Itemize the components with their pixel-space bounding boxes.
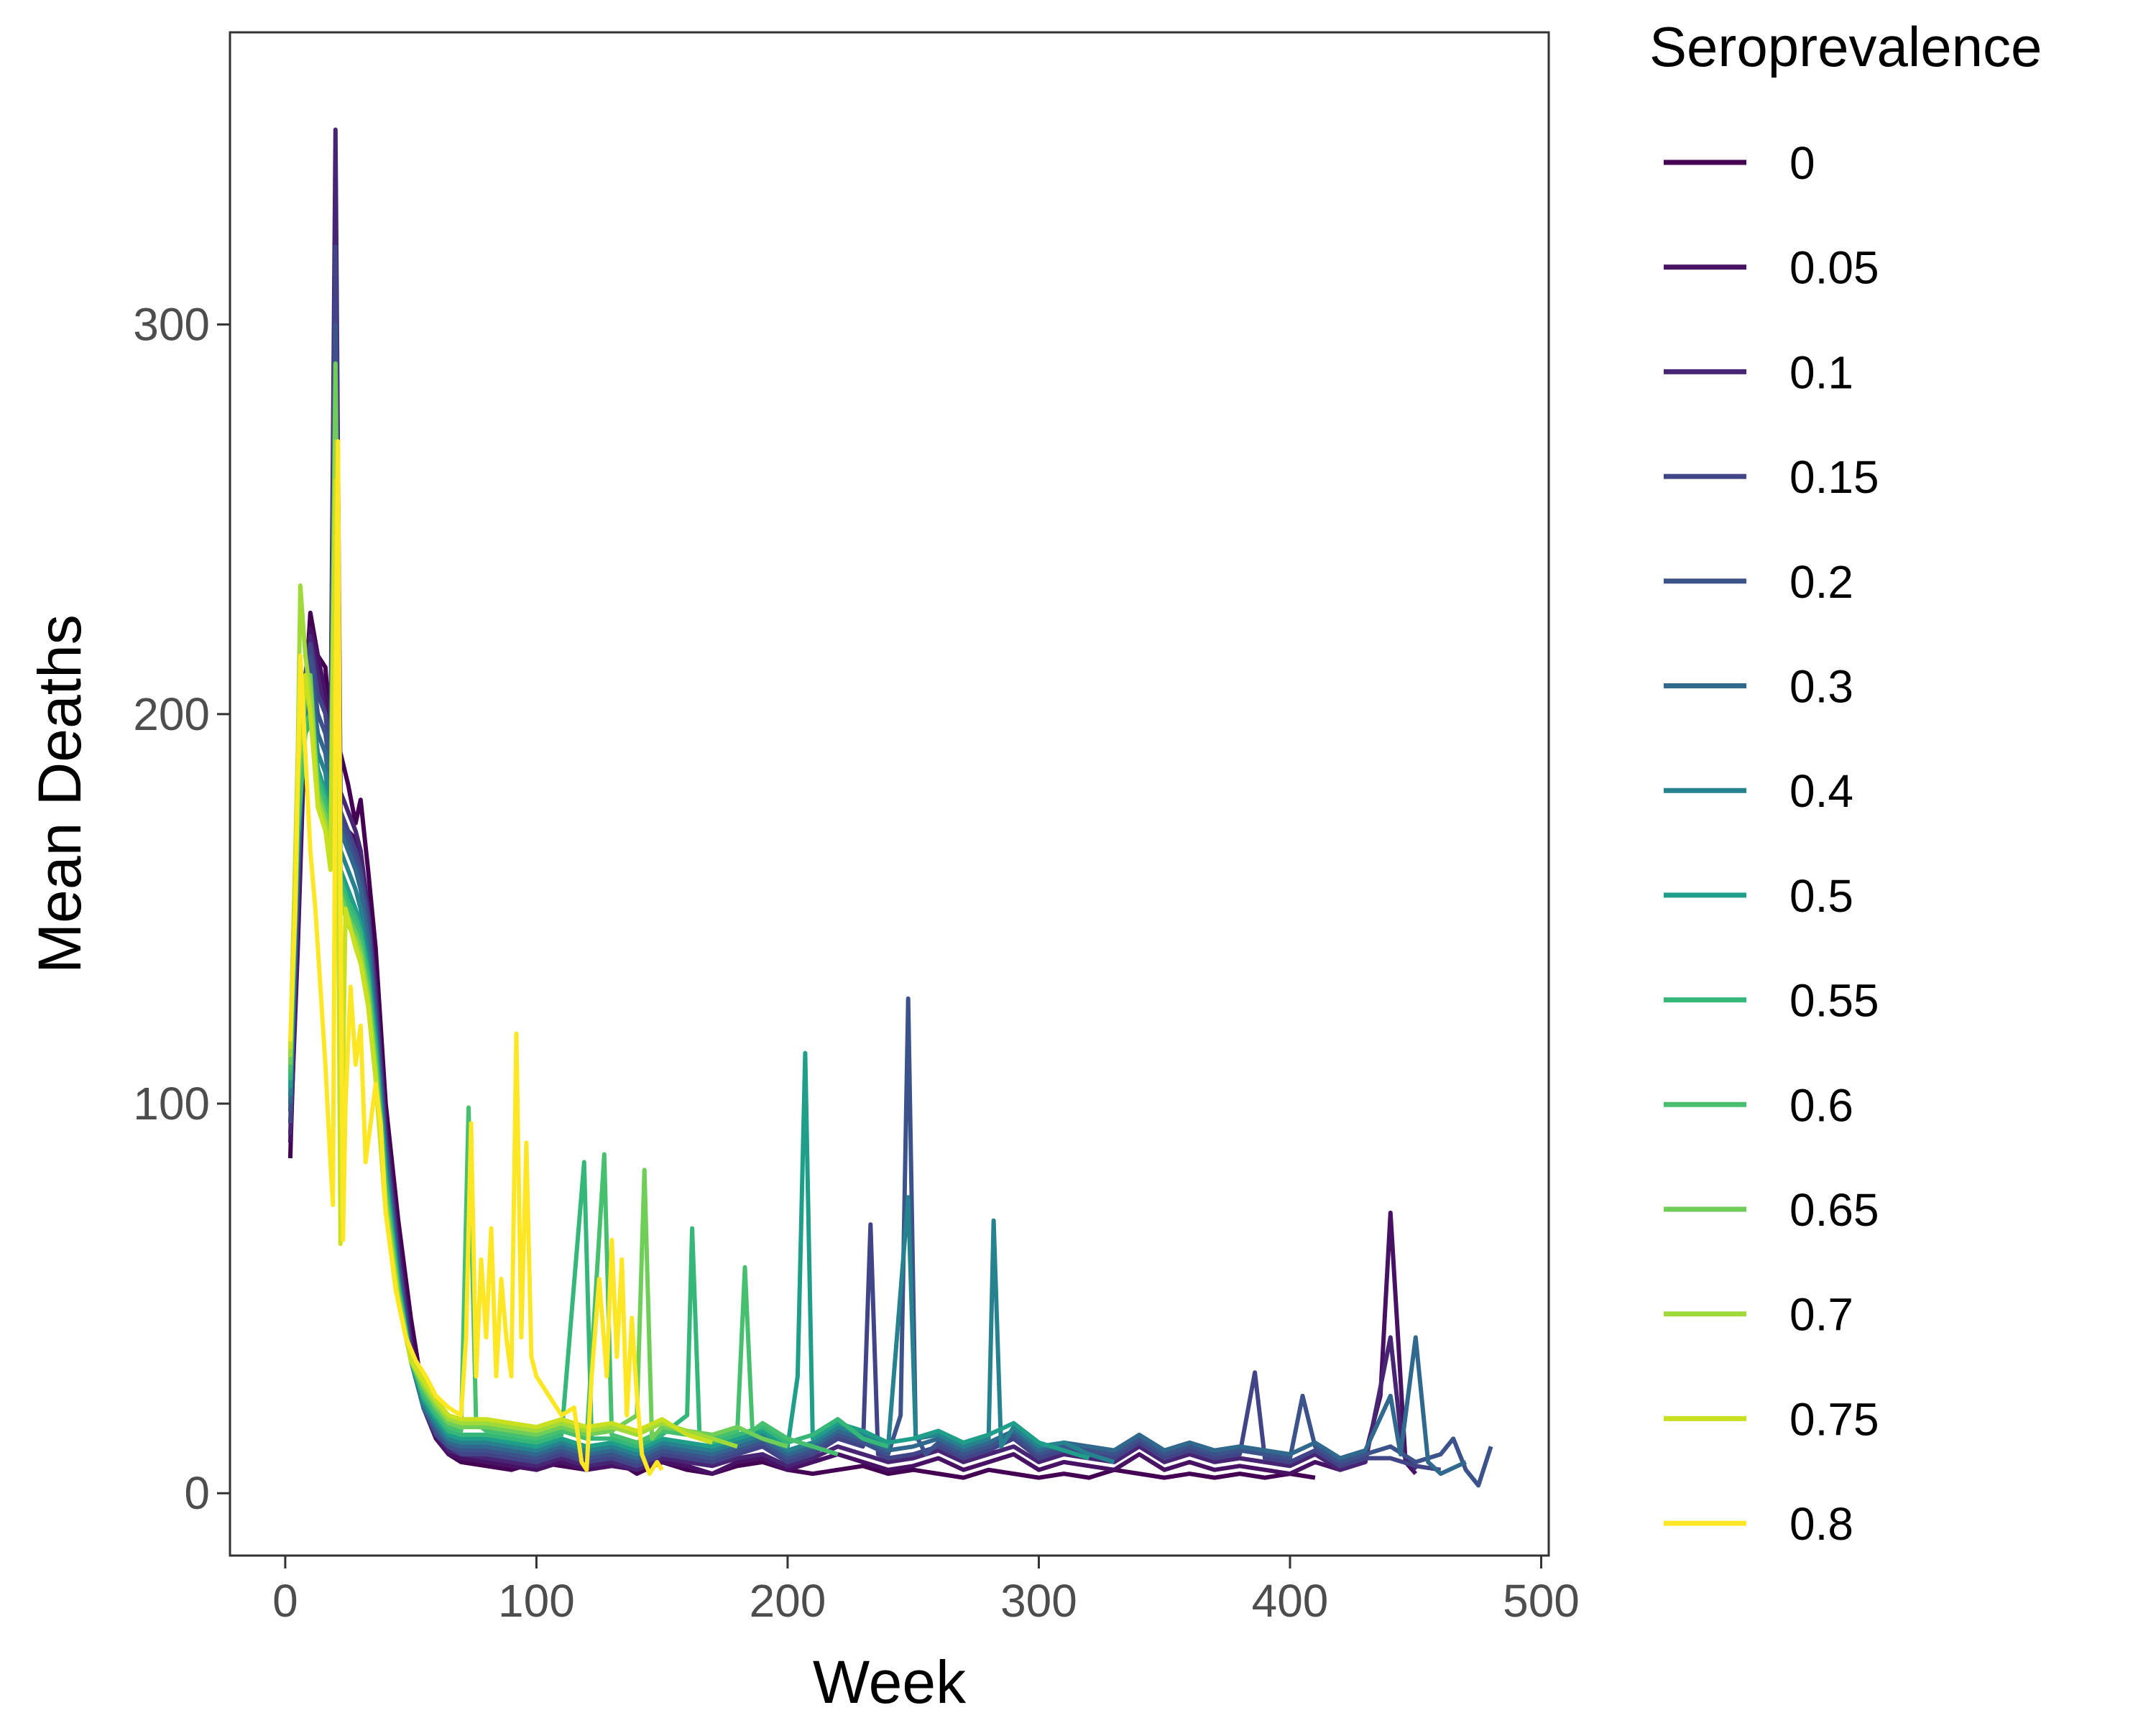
legend-title: Seroprevalence: [1649, 15, 2042, 78]
y-axis-title: Mean Deaths: [26, 614, 93, 974]
legend-label: 0.5: [1789, 870, 1853, 922]
legend-item: 0: [1664, 137, 1815, 189]
legend-label: 0.8: [1789, 1498, 1853, 1550]
x-tick-label: 200: [750, 1575, 826, 1627]
x-tick-label: 100: [498, 1575, 575, 1627]
legend-item: 0.55: [1664, 975, 1879, 1027]
legend-item: 0.05: [1664, 242, 1879, 294]
series-line-0: [287, 610, 1316, 1480]
axis-ticks: 0 100 200 300 400 500 0 100 200 300: [133, 299, 1580, 1627]
legend-label: 0.7: [1789, 1289, 1853, 1341]
legend-label: 0.3: [1789, 661, 1853, 713]
series-lines: [287, 127, 1493, 1488]
legend-label: 0.6: [1789, 1079, 1853, 1131]
legend-item: 0.4: [1664, 765, 1853, 817]
legend-item: 0.7: [1664, 1289, 1853, 1341]
legend-label: 0.75: [1789, 1393, 1879, 1445]
x-tick-label: 0: [272, 1575, 298, 1627]
legend-item: 0.15: [1664, 451, 1879, 503]
legend-item: 0.6: [1664, 1079, 1853, 1131]
y-tick-label: 300: [133, 299, 210, 351]
legend-label: 0.1: [1789, 346, 1853, 398]
legend-item: 0.3: [1664, 661, 1853, 713]
legend-label: 0: [1789, 137, 1815, 189]
legend-label: 0.55: [1789, 975, 1879, 1027]
x-tick-label: 300: [1000, 1575, 1077, 1627]
legend: 0 0.05 0.1 0.15 0.2 0.3 0.4 0.5 0.55 0.6 0.65 0.7 0.…: [1664, 137, 1879, 1550]
legend-item: 0.1: [1664, 346, 1853, 398]
legend-item: 0.75: [1664, 1393, 1879, 1445]
series-line-2: [287, 127, 1418, 1472]
y-tick-label: 200: [133, 688, 210, 740]
series-line-3: [287, 244, 1442, 1472]
legend-label: 0.15: [1789, 451, 1879, 503]
plot-area: [287, 127, 1493, 1488]
y-tick-label: 100: [133, 1078, 210, 1129]
legend-item: 0.65: [1664, 1184, 1879, 1236]
legend-label: 0.4: [1789, 765, 1853, 817]
legend-item: 0.2: [1664, 556, 1853, 608]
x-axis-title: Week: [813, 1648, 967, 1716]
legend-label: 0.65: [1789, 1184, 1879, 1236]
y-tick-label: 0: [184, 1467, 210, 1519]
legend-item: 0.5: [1664, 870, 1853, 922]
panel-border: [229, 31, 1550, 1557]
series-line-1: [287, 626, 1418, 1477]
legend-item: 0.8: [1664, 1498, 1853, 1550]
legend-label: 0.05: [1789, 242, 1879, 294]
x-tick-label: 500: [1503, 1575, 1580, 1627]
series-line-13: [287, 439, 664, 1477]
legend-label: 0.2: [1789, 556, 1853, 608]
x-tick-label: 400: [1252, 1575, 1329, 1627]
